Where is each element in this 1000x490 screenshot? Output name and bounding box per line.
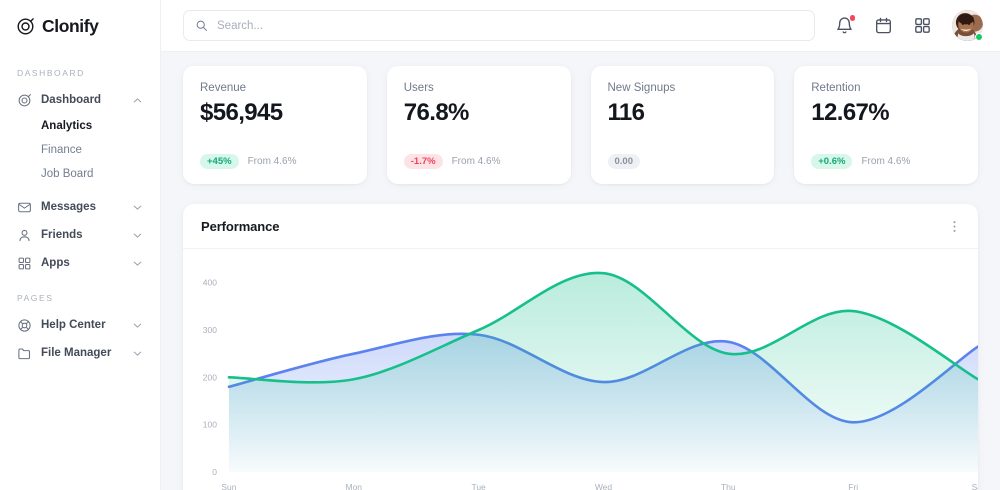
sidebar-item-label: File Manager	[41, 347, 112, 359]
sidebar-item-label: Apps	[41, 257, 70, 269]
spacer	[14, 186, 146, 193]
chevron-down-icon[interactable]	[132, 230, 143, 241]
sidebar-item-dashboard[interactable]: Dashboard	[14, 86, 146, 114]
stat-card-retention[interactable]: Retention 12.67% +0.6% From 4.6%	[794, 66, 978, 184]
stat-title: New Signups	[607, 82, 676, 94]
stat-subtext: From 4.6%	[451, 155, 501, 167]
svg-text:200: 200	[203, 372, 217, 382]
stat-value: $56,945	[200, 99, 283, 126]
stat-value: 12.67%	[811, 99, 890, 126]
svg-text:Tue: Tue	[471, 482, 486, 490]
sidebar-item-apps[interactable]: Apps	[14, 249, 146, 277]
life-buoy-icon	[17, 318, 32, 333]
sidebar-item-label: Friends	[41, 229, 83, 241]
chevron-down-icon[interactable]	[132, 258, 143, 269]
presence-indicator	[975, 33, 983, 41]
svg-text:400: 400	[203, 278, 217, 288]
chevron-down-icon[interactable]	[132, 348, 143, 359]
performance-area-chart[interactable]: 0 100 200 300 400 Sun Mon Tue Wed Thu Fri Sat	[183, 249, 978, 490]
status-badge: +45%	[200, 153, 239, 169]
topbar	[161, 0, 1000, 52]
stat-title: Revenue	[200, 82, 247, 94]
stat-card-new-signups[interactable]: New Signups 116 0.00	[590, 66, 775, 184]
chevron-down-icon[interactable]	[132, 320, 143, 331]
chevron-up-icon[interactable]	[132, 95, 143, 106]
sidebar-item-label: Help Center	[41, 319, 106, 331]
main-area: Revenue $56,945 +45% From 4.6% Users 76.…	[161, 0, 1000, 490]
target-icon	[17, 93, 32, 108]
chart-body: 0 100 200 300 400 Sun Mon Tue Wed Thu Fri Sat	[183, 249, 978, 490]
stat-footer: +0.6% From 4.6%	[811, 153, 961, 169]
svg-text:Mon: Mon	[346, 482, 363, 490]
stat-card-users[interactable]: Users 76.8% -1.7% From 4.6%	[386, 66, 571, 184]
sidebar-subitem-job-board[interactable]: Job Board	[41, 168, 94, 180]
brand-name: Clonify	[42, 15, 99, 36]
status-badge: -1.7%	[403, 153, 443, 169]
sidebar-item-messages[interactable]: Messages	[14, 193, 146, 221]
sidebar-subitem-finance[interactable]: Finance	[41, 144, 82, 156]
target-icon	[16, 17, 35, 36]
svg-text:Wed: Wed	[595, 482, 613, 490]
bell-icon[interactable]	[835, 15, 855, 35]
stat-cards-row: Revenue $56,945 +45% From 4.6% Users 76.…	[183, 66, 978, 184]
content: Revenue $56,945 +45% From 4.6% Users 76.…	[161, 52, 1000, 490]
mail-icon	[17, 200, 32, 215]
folder-icon	[17, 346, 32, 361]
search-input[interactable]	[217, 19, 803, 32]
stat-card-revenue[interactable]: Revenue $56,945 +45% From 4.6%	[183, 66, 367, 184]
user-icon	[17, 228, 32, 243]
search-box[interactable]	[183, 10, 815, 41]
brand-logo[interactable]: Clonify	[14, 0, 146, 52]
sidebar-item-friends[interactable]: Friends	[14, 221, 146, 249]
svg-text:100: 100	[203, 420, 217, 430]
sidebar-subitem-analytics[interactable]: Analytics	[41, 120, 93, 132]
calendar-icon[interactable]	[874, 16, 893, 35]
chart-area-series-a	[228, 273, 978, 472]
stat-title: Users	[403, 82, 434, 94]
status-badge: +0.6%	[811, 153, 853, 169]
sidebar-section-pages-label: PAGES	[17, 293, 54, 303]
stat-footer: +45% From 4.6%	[200, 153, 350, 169]
stat-value: 76.8%	[403, 99, 470, 126]
status-badge: 0.00	[607, 153, 640, 169]
svg-text:300: 300	[203, 325, 217, 335]
stat-footer: 0.00	[607, 153, 758, 169]
stat-footer: -1.7% From 4.6%	[403, 153, 554, 169]
search-icon	[195, 19, 208, 32]
topbar-actions	[835, 10, 986, 41]
stat-subtext: From 4.6%	[861, 155, 911, 167]
kebab-menu-icon[interactable]	[947, 219, 962, 234]
grid-icon[interactable]	[913, 16, 932, 35]
svg-text:Fri: Fri	[848, 482, 858, 490]
sidebar-item-help-center[interactable]: Help Center	[14, 311, 146, 339]
chart-line-series-a	[227, 271, 978, 384]
chevron-down-icon[interactable]	[132, 202, 143, 213]
chart-header: Performance	[183, 204, 978, 249]
grid-icon	[17, 256, 32, 271]
sidebar-item-label: Messages	[41, 201, 96, 213]
stat-value: 116	[607, 99, 646, 126]
performance-chart-card: Performance 0 100 200 300 400 Sun Mon Tue Wed Thu…	[183, 204, 978, 490]
stat-title: Retention	[811, 82, 861, 94]
notification-badge	[849, 15, 855, 21]
chart-title: Performance	[201, 218, 280, 234]
sidebar: Clonify DASHBOARD Dashboard Analytics Fi…	[0, 0, 161, 490]
svg-text:Sun: Sun	[221, 482, 236, 490]
svg-text:Thu: Thu	[721, 482, 736, 490]
svg-text:0: 0	[212, 467, 217, 477]
sidebar-section-dashboard-label: DASHBOARD	[17, 68, 85, 78]
sidebar-item-label: Dashboard	[41, 94, 102, 106]
stat-subtext: From 4.6%	[247, 155, 297, 167]
avatar[interactable]	[952, 10, 983, 41]
svg-text:Sat: Sat	[972, 482, 978, 490]
sidebar-item-file-manager[interactable]: File Manager	[14, 339, 146, 367]
